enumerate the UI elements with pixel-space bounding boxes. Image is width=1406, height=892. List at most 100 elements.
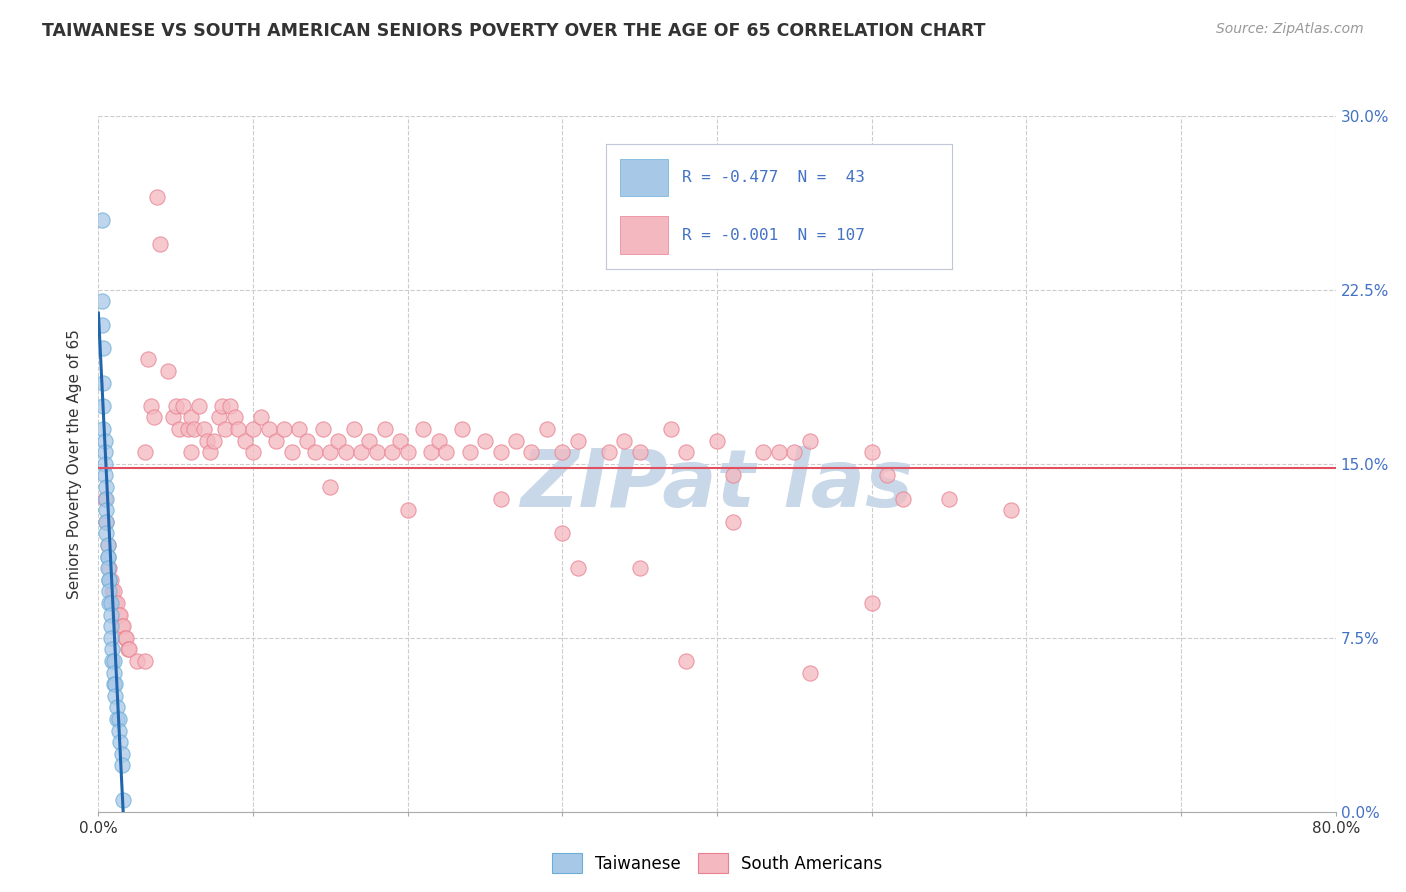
Point xyxy=(100,607,122,622)
Point xyxy=(235,434,257,448)
Point xyxy=(273,422,295,436)
Point xyxy=(103,677,125,691)
Point xyxy=(177,422,200,436)
Point xyxy=(204,434,226,448)
Point xyxy=(105,596,128,610)
Point xyxy=(100,631,122,645)
Point xyxy=(891,491,914,506)
Point xyxy=(90,213,112,227)
Point xyxy=(211,399,233,413)
Point xyxy=(752,445,775,459)
Point xyxy=(103,654,125,668)
Point xyxy=(304,445,326,459)
Point xyxy=(288,422,311,436)
Point xyxy=(111,747,134,761)
Point xyxy=(104,677,127,691)
Point xyxy=(860,445,883,459)
Point xyxy=(98,561,121,575)
Point xyxy=(108,735,131,749)
Point xyxy=(96,515,118,529)
Point xyxy=(149,236,172,251)
Point xyxy=(250,410,273,425)
Point xyxy=(105,700,128,714)
Point xyxy=(297,434,319,448)
Point xyxy=(93,457,115,471)
Point xyxy=(112,793,135,807)
Point xyxy=(111,758,134,772)
Point xyxy=(374,422,396,436)
Point xyxy=(91,399,114,413)
Point xyxy=(567,434,589,448)
Point xyxy=(721,515,744,529)
Point xyxy=(167,422,190,436)
Point xyxy=(613,434,636,448)
Point xyxy=(319,480,342,494)
Point xyxy=(799,665,821,680)
Point xyxy=(628,561,651,575)
Point xyxy=(100,596,122,610)
Point xyxy=(115,631,138,645)
Point xyxy=(104,689,127,703)
Point xyxy=(860,596,883,610)
Point xyxy=(118,642,141,657)
Point xyxy=(91,422,114,436)
Y-axis label: Seniors Poverty Over the Age of 65: Seniors Poverty Over the Age of 65 xyxy=(67,329,83,599)
Point xyxy=(93,434,115,448)
Point xyxy=(226,422,249,436)
Point xyxy=(598,445,620,459)
Point xyxy=(436,445,458,459)
Point xyxy=(536,422,558,436)
Point xyxy=(208,410,231,425)
Point xyxy=(450,422,472,436)
Point xyxy=(419,445,441,459)
Point xyxy=(551,445,574,459)
Point xyxy=(97,549,120,564)
Point xyxy=(474,434,496,448)
Point xyxy=(139,399,162,413)
Text: TAIWANESE VS SOUTH AMERICAN SENIORS POVERTY OVER THE AGE OF 65 CORRELATION CHART: TAIWANESE VS SOUTH AMERICAN SENIORS POVE… xyxy=(42,22,986,40)
Point xyxy=(96,526,118,541)
Point xyxy=(114,631,136,645)
Point xyxy=(98,573,121,587)
Point xyxy=(427,434,450,448)
Point xyxy=(98,573,121,587)
Point xyxy=(97,538,120,552)
Point xyxy=(93,491,115,506)
Point xyxy=(146,190,169,204)
Point xyxy=(938,491,960,506)
Point xyxy=(136,352,159,367)
Point xyxy=(96,503,118,517)
Point xyxy=(90,294,112,309)
Point xyxy=(134,654,156,668)
Point xyxy=(180,445,202,459)
Point xyxy=(675,654,697,668)
Point xyxy=(143,410,166,425)
FancyBboxPatch shape xyxy=(620,159,668,196)
Point xyxy=(162,410,184,425)
Point xyxy=(366,445,388,459)
Point xyxy=(96,491,118,506)
Point xyxy=(350,445,373,459)
Point xyxy=(97,538,120,552)
Point xyxy=(876,468,898,483)
Point xyxy=(381,445,404,459)
Point xyxy=(107,712,129,726)
Point xyxy=(193,422,215,436)
Point xyxy=(183,422,205,436)
Point xyxy=(173,399,195,413)
Legend: Taiwanese, South Americans: Taiwanese, South Americans xyxy=(546,847,889,880)
Point xyxy=(90,318,112,332)
Point xyxy=(326,434,350,448)
Point xyxy=(91,341,114,355)
Point xyxy=(489,445,512,459)
Point xyxy=(1000,503,1022,517)
Point xyxy=(242,422,264,436)
Point xyxy=(98,584,121,599)
Point xyxy=(101,642,124,657)
Point xyxy=(180,410,202,425)
Point xyxy=(195,434,218,448)
Point xyxy=(104,596,127,610)
Point xyxy=(768,445,790,459)
Point xyxy=(93,445,115,459)
Point xyxy=(628,445,651,459)
